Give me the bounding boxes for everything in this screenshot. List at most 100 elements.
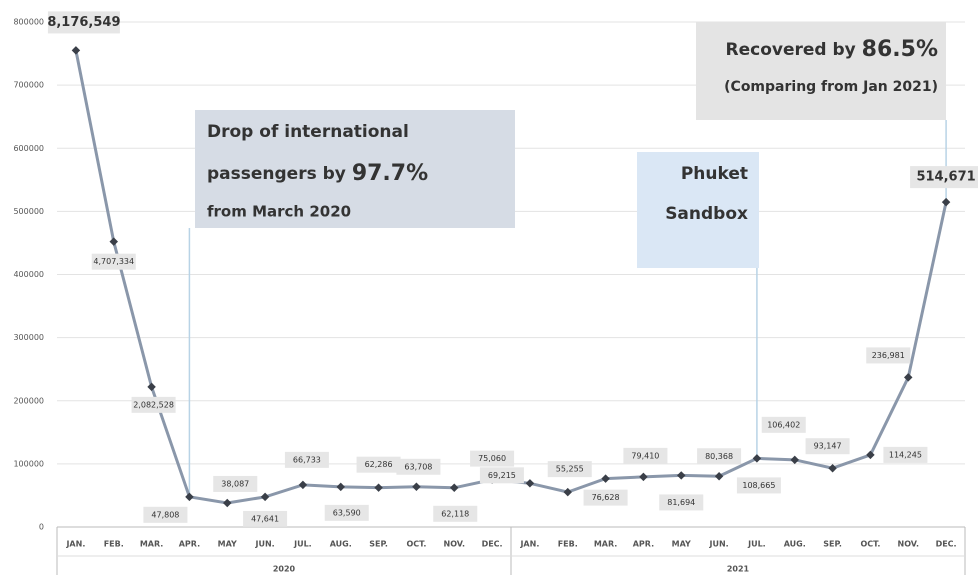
group-label: 2020 xyxy=(273,565,296,574)
sandbox-text: Sandbox xyxy=(665,204,748,224)
label-box xyxy=(356,456,401,473)
x-tick-label: SEP. xyxy=(369,540,388,549)
data-label: 47,808 xyxy=(151,510,179,519)
y-tick-label: 800000 xyxy=(13,18,44,27)
data-label: 81,694 xyxy=(667,498,695,507)
x-tick-label: AUG. xyxy=(784,540,806,549)
label-box xyxy=(805,438,850,455)
marker xyxy=(866,450,875,460)
marker xyxy=(525,479,535,488)
marker xyxy=(941,197,951,207)
sandbox-text: Phuket xyxy=(681,164,748,184)
marker xyxy=(71,46,81,55)
data-label: 63,590 xyxy=(333,508,361,517)
marker xyxy=(450,483,459,493)
y-tick-label: 200000 xyxy=(13,396,44,405)
marker xyxy=(147,382,156,392)
data-label: 114,245 xyxy=(889,450,922,459)
x-tick-label: OCT. xyxy=(406,540,426,549)
data-label: 236,981 xyxy=(872,351,905,360)
marker xyxy=(790,455,799,465)
data-label: 80,368 xyxy=(705,452,733,461)
x-tick-label: MAR. xyxy=(594,540,618,549)
data-label: 38,087 xyxy=(221,479,249,488)
data-label: 47,641 xyxy=(251,514,279,523)
y-tick-label: 400000 xyxy=(13,270,44,279)
label-box xyxy=(479,467,524,484)
data-label: 76,628 xyxy=(592,493,620,502)
marker xyxy=(412,482,421,492)
y-tick-label: 300000 xyxy=(13,333,44,342)
x-tick-label: JAN. xyxy=(65,540,85,549)
label-box xyxy=(547,461,592,478)
marker xyxy=(904,373,913,382)
x-tick-label: NOV. xyxy=(898,540,919,549)
label-box xyxy=(910,166,978,189)
x-tick-label: JUL. xyxy=(747,540,766,549)
label-box xyxy=(396,458,441,475)
marker xyxy=(639,472,648,482)
data-label: 2,082,528 xyxy=(133,400,174,409)
label-box xyxy=(91,253,136,270)
x-tick-label: FEB. xyxy=(104,540,124,549)
data-label: 63,708 xyxy=(404,462,432,471)
label-box xyxy=(623,447,668,464)
recovered-text: (Comparing from Jan 2021) xyxy=(724,79,938,95)
recovered-text: Recovered by xyxy=(726,40,862,60)
marker xyxy=(109,237,118,246)
x-tick-label: MAR. xyxy=(140,540,164,549)
drop-box xyxy=(195,110,515,228)
drop-text: from March 2020 xyxy=(207,203,351,221)
data-label: 106,402 xyxy=(767,420,800,429)
x-tick-label: OCT. xyxy=(860,540,880,549)
x-tick-label: JUN. xyxy=(254,540,274,549)
label-box xyxy=(659,494,704,511)
y-tick-label: 500000 xyxy=(13,207,44,216)
drop-text: Drop of international xyxy=(207,122,409,142)
sandbox-box xyxy=(637,152,759,268)
label-box xyxy=(213,475,258,492)
drop-text: passengers by 97.7% xyxy=(207,161,428,186)
x-tick-label: NOV. xyxy=(444,540,465,549)
data-label: 8,176,549 xyxy=(47,15,120,30)
marker xyxy=(677,471,686,480)
label-box xyxy=(470,450,515,467)
label-box xyxy=(883,446,928,463)
marker xyxy=(336,482,345,492)
marker xyxy=(260,492,270,502)
x-tick-label: MAY xyxy=(218,540,237,549)
recovered-text: Recovered by 86.5% xyxy=(726,37,939,62)
data-label: 75,060 xyxy=(478,454,506,463)
y-tick-label: 100000 xyxy=(13,459,44,468)
drop-text: passengers by xyxy=(207,164,352,184)
marker xyxy=(185,492,194,502)
data-label: 69,215 xyxy=(488,471,516,480)
marker xyxy=(298,480,308,490)
group-label: 2021 xyxy=(727,565,750,574)
data-label: 79,410 xyxy=(631,451,659,460)
label-box xyxy=(131,396,176,413)
x-tick-label: FEB. xyxy=(558,540,578,549)
drop-pct: 97.7% xyxy=(352,161,428,186)
marker xyxy=(601,474,610,483)
label-box xyxy=(324,504,369,521)
x-tick-label: JAN. xyxy=(519,540,539,549)
marker xyxy=(563,487,572,497)
label-box xyxy=(284,451,329,468)
data-label: 66,733 xyxy=(293,455,321,464)
x-tick-label: JUN. xyxy=(708,540,728,549)
marker xyxy=(752,454,762,463)
x-tick-label: MAY xyxy=(672,540,691,549)
data-label: 4,707,334 xyxy=(93,257,134,266)
data-label: 62,118 xyxy=(441,509,469,518)
x-tick-label: DEC. xyxy=(482,540,503,549)
data-label: 108,665 xyxy=(742,481,775,490)
marker xyxy=(828,463,837,473)
data-label: 62,286 xyxy=(365,460,393,469)
x-tick-label: APR. xyxy=(179,540,200,549)
x-tick-label: JUL. xyxy=(293,540,312,549)
label-box xyxy=(697,448,742,465)
label-box xyxy=(761,416,806,433)
data-label: 55,255 xyxy=(556,465,584,474)
